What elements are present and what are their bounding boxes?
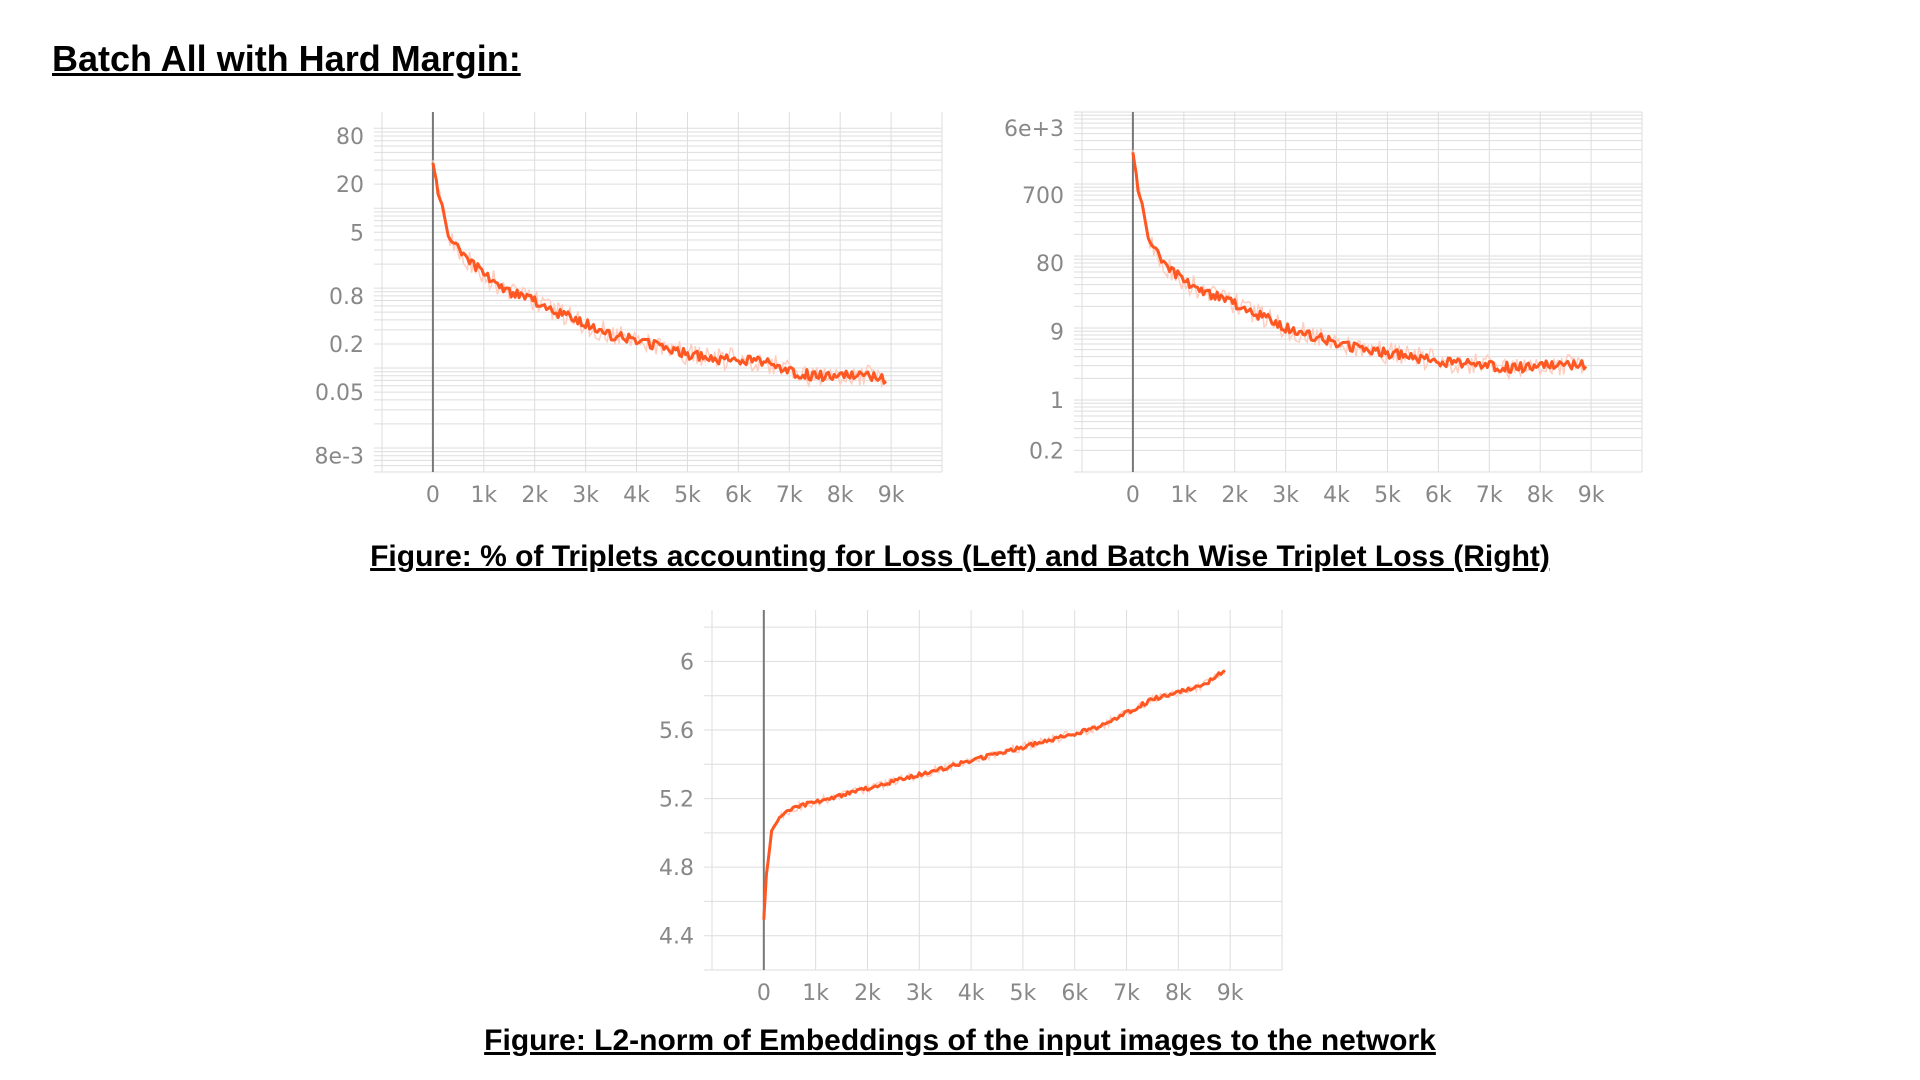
x-tick-label: 0 <box>426 483 440 508</box>
x-tick-label: 3k <box>572 483 599 508</box>
series-raw-line <box>432 160 887 389</box>
y-tick-label: 6e+3 <box>1004 117 1064 142</box>
y-tick-label: 0.2 <box>1029 439 1064 464</box>
grid <box>704 610 1283 971</box>
chart-embedding-l2-norm: 0 1k 2k 3k 4k 5k 6k 7k 8k 9k 6 5.6 5.2 4.8 4.4 <box>659 610 1283 1006</box>
y-tick-label: 0.8 <box>329 285 364 310</box>
y-tick-label: 5 <box>350 221 364 246</box>
x-tick-label: 8k <box>1527 483 1554 508</box>
y-tick-label: 700 <box>1022 184 1064 209</box>
x-tick-label: 0 <box>1126 483 1140 508</box>
y-tick-label: 4.8 <box>659 856 694 881</box>
y-tick-label: 0.2 <box>329 333 364 358</box>
y-tick-label: 9 <box>1050 320 1064 345</box>
x-tick-label: 2k <box>1221 483 1248 508</box>
x-tick-label: 7k <box>776 483 803 508</box>
x-tick-label: 4k <box>623 483 650 508</box>
x-tick-label: 3k <box>906 981 933 1006</box>
x-tick-label: 1k <box>470 483 497 508</box>
x-tick-label: 5k <box>674 483 701 508</box>
x-tick-label: 4k <box>958 981 985 1006</box>
x-tick-label: 7k <box>1476 483 1503 508</box>
x-tick-label: 4k <box>1323 483 1350 508</box>
x-tick-label: 8k <box>827 483 854 508</box>
series-line <box>431 162 888 385</box>
x-tick-label: 0 <box>757 981 771 1006</box>
x-tick-label: 9k <box>1578 483 1605 508</box>
chart-batch-triplet-loss: 0 1k 2k 3k 4k 5k 6k 7k 8k 9k 6e+3 700 80 9 1 0.2 <box>1004 111 1643 508</box>
x-tick-label: 9k <box>1217 981 1244 1006</box>
y-tick-label: 80 <box>1036 252 1064 277</box>
x-tick-label: 5k <box>1374 483 1401 508</box>
x-tick-label: 6k <box>725 483 752 508</box>
x-tick-label: 7k <box>1113 981 1140 1006</box>
y-tick-label: 20 <box>336 173 364 198</box>
x-tick-label: 5k <box>1010 981 1037 1006</box>
series-line <box>762 669 1226 920</box>
grid <box>1074 111 1643 473</box>
x-tick-label: 6k <box>1061 981 1088 1006</box>
series-raw-line <box>763 671 1226 919</box>
x-tick-label: 2k <box>521 483 548 508</box>
y-tick-label: 6 <box>680 650 694 675</box>
y-tick-label: 0.05 <box>315 381 364 406</box>
y-tick-label: 1 <box>1050 389 1064 414</box>
caption-bottom: Figure: L2-norm of Embeddings of the inp… <box>484 1024 1436 1057</box>
grid <box>374 112 943 473</box>
x-tick-label: 6k <box>1425 483 1452 508</box>
y-tick-label: 4.4 <box>659 925 694 950</box>
x-tick-label: 1k <box>802 981 829 1006</box>
x-tick-label: 3k <box>1272 483 1299 508</box>
y-tick-label: 5.6 <box>659 719 694 744</box>
chart-triplet-percentage: 0 1k 2k 3k 4k 5k 6k 7k 8k 9k 80 20 5 0.8 0.2 0.05 8e-3 <box>315 112 943 508</box>
y-tick-label: 80 <box>336 125 364 150</box>
caption-top: Figure: % of Triplets accounting for Los… <box>370 540 1550 573</box>
y-tick-label: 8e-3 <box>315 445 364 470</box>
series-line <box>1131 152 1588 374</box>
y-tick-label: 5.2 <box>659 788 694 813</box>
page-heading: Batch All with Hard Margin: <box>52 38 521 79</box>
x-tick-label: 8k <box>1165 981 1192 1006</box>
x-tick-label: 1k <box>1170 483 1197 508</box>
x-tick-label: 9k <box>878 483 905 508</box>
x-tick-label: 2k <box>854 981 881 1006</box>
